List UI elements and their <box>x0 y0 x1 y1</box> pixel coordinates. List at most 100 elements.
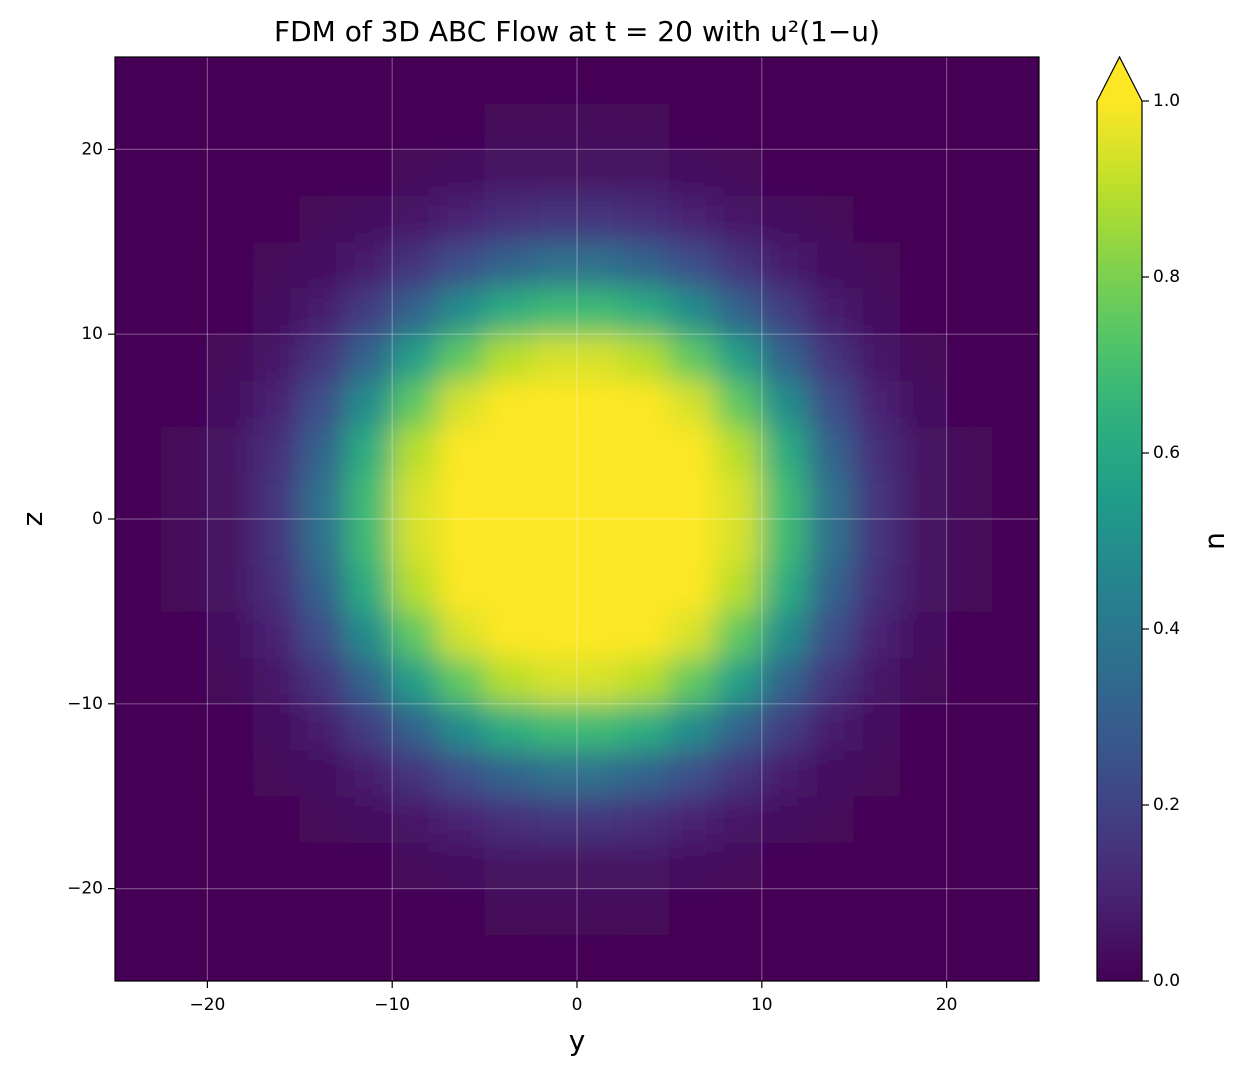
heat-cell <box>853 379 901 428</box>
heat-cell <box>899 518 948 566</box>
heat-cell <box>160 749 208 797</box>
heat-cell <box>530 888 578 936</box>
heat-cell <box>484 841 532 890</box>
heat-cell <box>206 379 255 428</box>
heat-cell <box>576 148 624 197</box>
heat-cell <box>484 472 532 520</box>
heat-cell <box>761 841 809 890</box>
heat-cell <box>437 610 486 659</box>
heat-cell <box>992 379 1039 428</box>
heat-cell <box>761 472 809 520</box>
heat-cell <box>253 841 301 890</box>
x-tick-label: 0 <box>572 995 583 1015</box>
heat-cell <box>668 148 717 197</box>
heat-cell <box>391 888 439 936</box>
heat-cell <box>992 749 1039 797</box>
heat-cell <box>391 472 439 520</box>
heat-cell <box>807 472 855 520</box>
heat-cell <box>668 102 717 150</box>
heat-cell <box>715 379 763 428</box>
heat-cell <box>576 888 624 936</box>
heat-cell <box>345 841 393 890</box>
heat-cell <box>530 426 578 474</box>
heat-cell <box>437 379 486 428</box>
heat-cell <box>530 795 578 843</box>
heat-cell <box>899 426 948 474</box>
heat-cell <box>160 333 208 381</box>
heat-cell <box>946 57 994 104</box>
heat-cell <box>622 795 670 843</box>
heat-cell <box>115 287 162 335</box>
heat-cell <box>668 379 717 428</box>
heat-cell <box>206 518 255 566</box>
heat-cell <box>622 333 670 381</box>
heat-cell <box>992 241 1039 289</box>
heat-cell <box>622 148 670 197</box>
heat-cell <box>437 841 486 890</box>
heat-cell <box>668 426 717 474</box>
x-tick-label: −20 <box>189 995 225 1015</box>
heat-cell <box>530 148 578 197</box>
heat-cell <box>299 426 347 474</box>
heat-cell <box>530 934 578 981</box>
heat-cell <box>391 564 439 612</box>
heat-cell <box>530 749 578 797</box>
heat-cell <box>899 148 948 197</box>
heat-cell <box>299 703 347 751</box>
heat-cell <box>807 102 855 150</box>
heat-cell <box>992 426 1039 474</box>
heat-cell <box>576 564 624 612</box>
heat-cell <box>206 703 255 751</box>
heat-cell <box>530 195 578 243</box>
heat-cell <box>345 426 393 474</box>
heat-cell <box>992 472 1039 520</box>
heat-cell <box>807 841 855 890</box>
heat-cell <box>391 749 439 797</box>
heat-cell <box>622 287 670 335</box>
heat-cell <box>622 841 670 890</box>
heat-cell <box>899 564 948 612</box>
heat-cell <box>345 195 393 243</box>
heat-cell <box>807 241 855 289</box>
heat-cell <box>206 148 255 197</box>
heat-cell <box>853 148 901 197</box>
heat-cell <box>853 841 901 890</box>
heat-cell <box>992 287 1039 335</box>
heat-cell <box>668 333 717 381</box>
heat-cell <box>668 841 717 890</box>
heat-cell <box>253 426 301 474</box>
heat-cell <box>715 287 763 335</box>
heat-cell <box>253 241 301 289</box>
colorbar-tick-label: 0.0 <box>1153 971 1180 991</box>
heat-cell <box>206 610 255 659</box>
heat-cell <box>484 195 532 243</box>
heat-cell <box>160 241 208 289</box>
heat-cell <box>668 57 717 104</box>
heat-cell <box>299 841 347 890</box>
heat-cell <box>715 934 763 981</box>
heat-cell <box>160 195 208 243</box>
heat-cell <box>853 241 901 289</box>
heat-cell <box>299 379 347 428</box>
heat-cell <box>253 287 301 335</box>
heat-cell <box>576 657 624 705</box>
heat-cell <box>715 610 763 659</box>
heat-cell <box>253 749 301 797</box>
heat-cell <box>253 795 301 843</box>
heat-cell <box>622 57 670 104</box>
heat-cell <box>668 657 717 705</box>
heat-cell <box>853 472 901 520</box>
heat-cell <box>115 518 162 566</box>
heat-cell <box>899 287 948 335</box>
heat-cell <box>668 934 717 981</box>
heat-cell <box>206 657 255 705</box>
heat-cell <box>761 379 809 428</box>
heat-cell <box>807 195 855 243</box>
heatmap-cells <box>115 57 1039 981</box>
heat-cell <box>715 195 763 243</box>
heat-cell <box>576 426 624 474</box>
heat-cell <box>715 518 763 566</box>
heat-cell <box>576 102 624 150</box>
heat-cell <box>807 148 855 197</box>
heat-cell <box>530 379 578 428</box>
